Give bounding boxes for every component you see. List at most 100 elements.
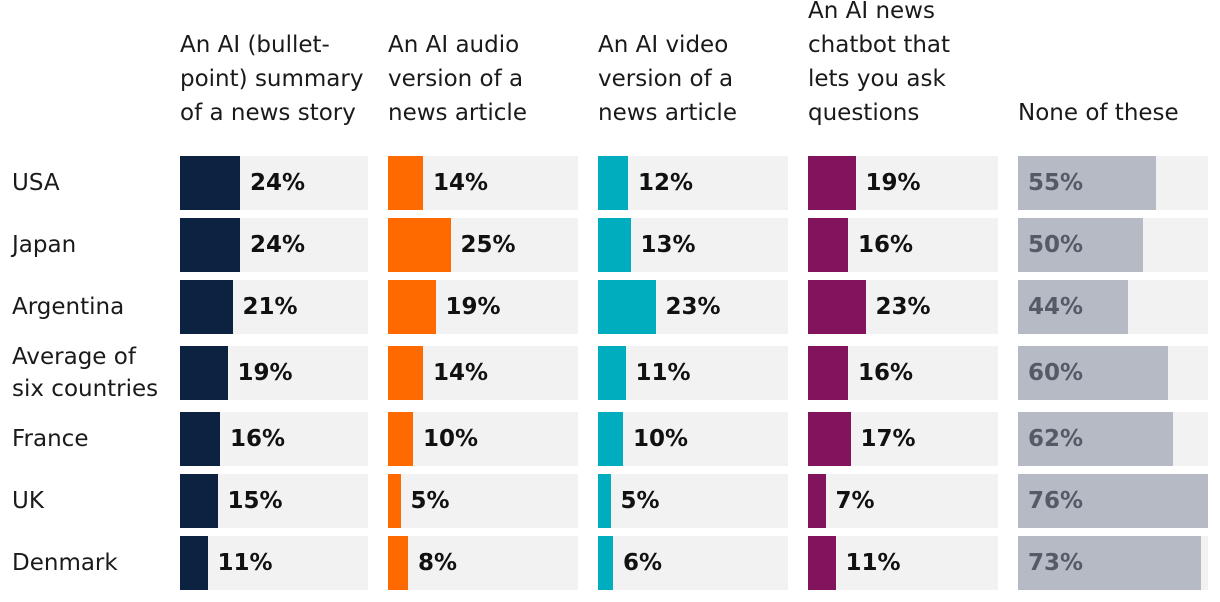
bar — [1018, 412, 1173, 466]
bar — [388, 412, 413, 466]
column-header: None of these — [1018, 96, 1220, 130]
bar — [808, 474, 826, 528]
column-header: An AI video version of a news article — [598, 28, 803, 130]
bar — [598, 218, 631, 272]
data-label: 14% — [433, 170, 489, 196]
bar — [1018, 280, 1128, 334]
bar — [180, 218, 240, 272]
row-label: Average of six countries — [12, 341, 177, 405]
bar — [1018, 536, 1201, 590]
bar — [388, 346, 423, 400]
bar — [598, 474, 611, 528]
column-header: An AI news chatbot that lets you ask questi… — [808, 0, 1013, 130]
data-label: 25% — [460, 232, 516, 258]
bar-track — [808, 536, 998, 590]
row-label-line: Argentina — [12, 294, 125, 320]
bar — [388, 536, 408, 590]
bar — [808, 346, 848, 400]
row-label-line: USA — [12, 170, 60, 196]
row-label-line: UK — [12, 488, 44, 514]
bar — [180, 346, 228, 400]
row-label-line: Japan — [12, 232, 77, 258]
column-header-line: An AI video — [598, 32, 729, 58]
row-label-line: Average of — [12, 344, 136, 370]
row-label: Japan — [12, 229, 177, 261]
column-header-line: of a news story — [180, 100, 356, 126]
bar — [388, 474, 401, 528]
data-label: 5% — [410, 488, 450, 514]
column-header-line: lets you ask — [808, 66, 946, 92]
data-label: 8% — [418, 550, 458, 576]
data-label: 16% — [230, 426, 286, 452]
data-label: 6% — [623, 550, 663, 576]
data-label: 19% — [237, 360, 293, 386]
column-header-line: news article — [388, 100, 527, 126]
data-label: 16% — [858, 360, 914, 386]
bar — [180, 156, 240, 210]
data-label: 24% — [250, 232, 306, 258]
data-label: 16% — [858, 232, 914, 258]
row-label-line: six countries — [12, 376, 159, 402]
bar — [1018, 218, 1143, 272]
column-header-line: questions — [808, 100, 920, 126]
data-label: 24% — [250, 170, 306, 196]
data-label: 55% — [1028, 170, 1084, 196]
bar — [808, 156, 856, 210]
bar-track — [598, 156, 788, 210]
column-header-line: point) summary — [180, 66, 364, 92]
data-label: 11% — [845, 550, 901, 576]
bar — [1018, 346, 1168, 400]
bar — [808, 280, 866, 334]
data-label: 19% — [445, 294, 501, 320]
data-label: 5% — [620, 488, 660, 514]
data-label: 23% — [875, 294, 931, 320]
data-label: 11% — [635, 360, 691, 386]
data-label: 50% — [1028, 232, 1084, 258]
bar — [598, 280, 656, 334]
data-label: 73% — [1028, 550, 1084, 576]
bar — [598, 536, 613, 590]
data-label: 12% — [638, 170, 694, 196]
bar — [180, 474, 218, 528]
data-label: 76% — [1028, 488, 1084, 514]
data-label: 14% — [433, 360, 489, 386]
bar-track — [598, 412, 788, 466]
bar — [808, 536, 836, 590]
bar-track — [598, 474, 788, 528]
bar — [180, 536, 208, 590]
data-label: 17% — [860, 426, 916, 452]
row-label: USA — [12, 167, 177, 199]
column-header-line: None of these — [1018, 100, 1179, 126]
bar — [180, 280, 233, 334]
bar — [598, 412, 623, 466]
data-label: 10% — [633, 426, 689, 452]
data-label: 15% — [227, 488, 283, 514]
column-header-line: An AI (bullet- — [180, 32, 330, 58]
bar-track — [808, 474, 998, 528]
bar — [388, 156, 423, 210]
data-label: 62% — [1028, 426, 1084, 452]
row-label: UK — [12, 485, 177, 517]
column-header-line: chatbot that — [808, 32, 951, 58]
bar — [388, 280, 436, 334]
bar-track — [180, 536, 368, 590]
bar — [1018, 156, 1156, 210]
bar-track — [388, 536, 578, 590]
data-label: 19% — [865, 170, 921, 196]
row-label-line: Denmark — [12, 550, 118, 576]
column-header: An AI audio version of a news article — [388, 28, 593, 130]
column-header-line: version of a — [388, 66, 524, 92]
bar — [180, 412, 220, 466]
bar — [598, 346, 626, 400]
data-label: 23% — [665, 294, 721, 320]
column-header-line: An AI audio — [388, 32, 520, 58]
data-label: 13% — [640, 232, 696, 258]
data-label: 7% — [835, 488, 875, 514]
data-label: 10% — [423, 426, 479, 452]
column-header-line: version of a — [598, 66, 734, 92]
bar-track — [388, 412, 578, 466]
bar-track — [598, 346, 788, 400]
row-label: Denmark — [12, 547, 177, 579]
bar — [1018, 474, 1208, 528]
